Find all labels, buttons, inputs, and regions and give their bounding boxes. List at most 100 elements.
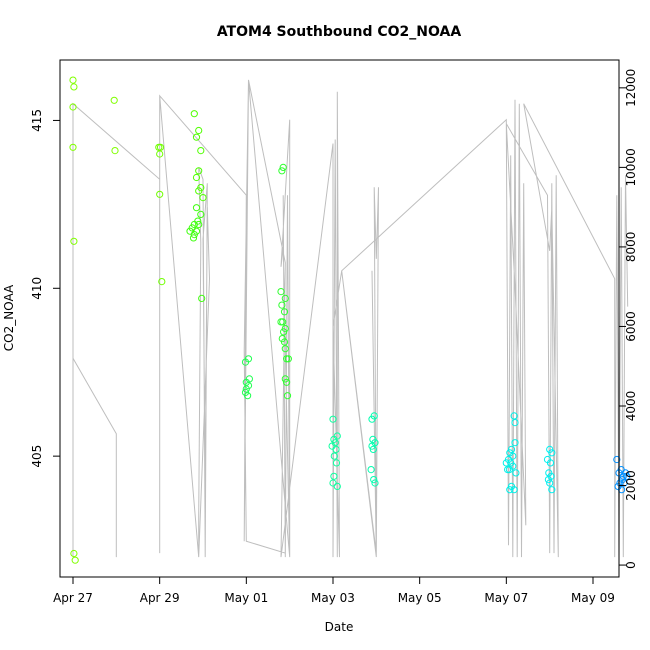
data-point <box>284 355 292 363</box>
data-point <box>281 345 289 353</box>
y-axis-label: CO2_NOAA <box>2 284 16 351</box>
data-point <box>197 210 205 218</box>
data-point <box>189 234 198 242</box>
data-point <box>69 103 77 111</box>
data-point <box>192 204 201 212</box>
data-point <box>280 328 288 336</box>
data-point <box>511 419 519 427</box>
data-point <box>71 556 79 564</box>
x-tick-label: May 03 <box>311 591 355 605</box>
data-point <box>245 375 253 383</box>
data-point <box>244 392 252 400</box>
data-point <box>156 190 164 198</box>
right-y-tick-label: 10000 <box>624 148 638 186</box>
right-y-tick-label: 6000 <box>624 311 638 342</box>
y-axis: 405 410 415 <box>30 109 61 468</box>
data-point <box>156 150 164 158</box>
data-point <box>510 486 518 494</box>
data-point <box>69 76 77 84</box>
x-tick-label: May 07 <box>484 591 528 605</box>
x-axis: Apr 27 Apr 29 May 01 May 03 May 05 May 07 May … <box>53 576 615 605</box>
data-point <box>197 147 205 155</box>
data-point <box>512 469 520 477</box>
data-point <box>370 412 378 420</box>
data-point <box>333 482 341 490</box>
data-point <box>621 469 630 477</box>
data-point <box>544 476 553 484</box>
data-point <box>192 133 201 141</box>
data-point <box>186 227 194 235</box>
x-tick-label: Apr 27 <box>53 591 93 605</box>
data-point <box>277 288 285 296</box>
right-y-tick-label: 8000 <box>624 232 638 263</box>
data-point <box>367 466 375 474</box>
data-point <box>156 143 165 151</box>
data-point <box>511 439 519 447</box>
data-point <box>199 194 207 202</box>
data-point <box>190 110 198 118</box>
data-point <box>192 173 201 182</box>
x-tick-label: Apr 29 <box>140 591 180 605</box>
data-point <box>329 415 337 423</box>
secondary-series-layer <box>72 79 629 558</box>
data-point <box>504 466 512 474</box>
scatter-layer <box>69 76 631 564</box>
data-point <box>190 231 198 239</box>
x-tick-label: May 09 <box>571 591 615 605</box>
data-point <box>371 439 379 447</box>
y-tick-label: 405 <box>30 445 44 468</box>
data-point <box>332 445 340 453</box>
data-point <box>546 479 554 487</box>
data-point <box>195 126 203 135</box>
data-point <box>280 308 289 316</box>
y-tick-label: 415 <box>30 109 44 132</box>
data-point <box>244 355 253 363</box>
data-point <box>369 445 377 453</box>
x-tick-label: May 05 <box>398 591 442 605</box>
data-point <box>281 375 289 383</box>
data-point <box>195 220 203 229</box>
data-point <box>506 486 514 494</box>
data-point <box>70 237 78 245</box>
data-point <box>111 147 119 155</box>
data-point <box>371 479 379 487</box>
data-point <box>242 385 250 393</box>
chart-title: ATOM4 Southbound CO2_NOAA <box>217 24 462 40</box>
x-tick-label: May 01 <box>224 591 268 605</box>
right-y-tick-label: 4000 <box>624 391 638 422</box>
data-point <box>330 452 338 460</box>
right-y-tick-label: 0 <box>624 561 638 569</box>
right-y-tick-label: 12000 <box>624 69 638 107</box>
data-point <box>70 549 78 558</box>
data-point <box>333 432 341 440</box>
data-point <box>548 449 556 457</box>
data-point <box>613 455 621 464</box>
data-point <box>330 472 338 480</box>
right-y-axis: 0 2000 4000 6000 8000 10000 12000 <box>618 69 638 569</box>
data-point <box>69 143 77 151</box>
data-point <box>329 479 337 487</box>
secondary-series-line <box>72 79 629 558</box>
data-point <box>620 479 628 487</box>
data-point <box>283 392 292 400</box>
data-point <box>548 486 556 494</box>
data-point <box>507 445 516 453</box>
data-point <box>623 472 631 480</box>
data-point <box>510 412 518 420</box>
data-point <box>509 452 517 460</box>
data-point <box>110 96 118 104</box>
data-point <box>278 301 286 309</box>
data-point <box>158 278 166 286</box>
data-point <box>332 459 341 467</box>
data-point <box>195 167 203 175</box>
data-point <box>281 294 289 302</box>
data-point <box>198 294 206 302</box>
data-point <box>195 187 203 195</box>
data-point <box>278 167 286 175</box>
right-y-tick-label: 2000 <box>624 470 638 501</box>
data-point <box>370 476 378 484</box>
data-point <box>70 83 78 91</box>
data-point <box>546 459 555 467</box>
data-point <box>279 163 287 171</box>
